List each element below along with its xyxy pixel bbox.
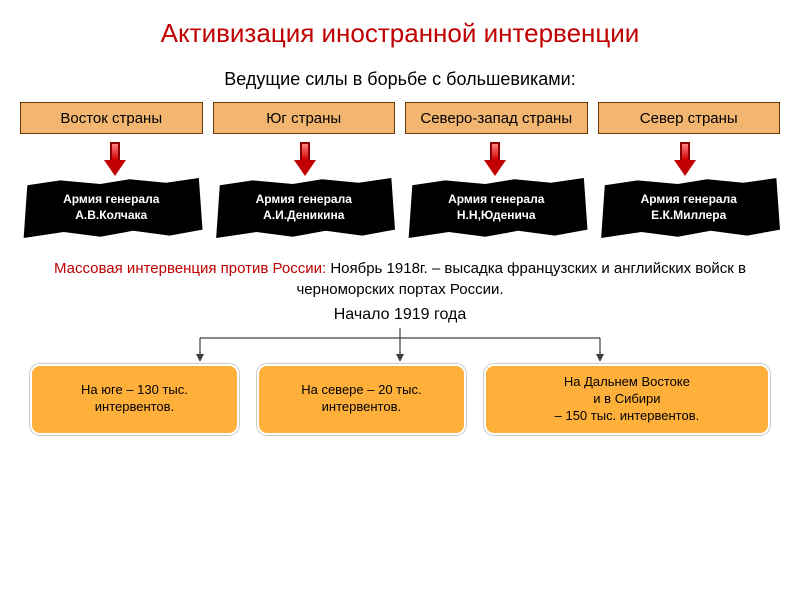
army-name: Е.К.Миллера (651, 208, 726, 222)
army-label: Армия генерала (256, 192, 352, 206)
region-east: Восток страны (20, 102, 203, 134)
arrow-down-icon (296, 142, 314, 176)
army-kolchak: Армия генерала А.В.Колчака (20, 178, 203, 238)
army-denikin: Армия генерала А.И.Деникина (213, 178, 396, 238)
arrow-down-icon (486, 142, 504, 176)
army-label: Армия генерала (448, 192, 544, 206)
army-label: Армия генерала (63, 192, 159, 206)
subtitle: Ведущие силы в борьбе с большевиками: (0, 69, 800, 90)
intervention-black: Ноябрь 1918г. – высадка французских и ан… (296, 260, 746, 298)
counts-row: На юге – 130 тыс. интервентов. На севере … (0, 364, 800, 435)
armies-row: Армия генерала А.В.Колчака Армия генерала… (0, 178, 800, 238)
count-fareast: На Дальнем Востоке и в Сибири – 150 тыс. и… (484, 364, 770, 435)
branch-lines (0, 328, 800, 364)
army-name: А.В.Колчака (75, 208, 147, 222)
count-line: На юге – 130 тыс. (81, 382, 188, 397)
year-line: Начало 1919 года (0, 306, 800, 324)
branch-svg-icon (140, 328, 660, 364)
arrow-down-icon (106, 142, 124, 176)
intervention-text: Массовая интервенция против России: Нояб… (0, 258, 800, 300)
intervention-red: Массовая интервенция против России: (54, 260, 326, 277)
count-line: На Дальнем Востоке (564, 374, 690, 389)
army-miller: Армия генерала Е.К.Миллера (598, 178, 781, 238)
count-south: На юге – 130 тыс. интервентов. (30, 364, 239, 435)
regions-row: Восток страны Юг страны Северо-запад стр… (0, 102, 800, 134)
region-south: Юг страны (213, 102, 396, 134)
army-name: А.И.Деникина (263, 208, 344, 222)
count-line: и в Сибири (593, 391, 660, 406)
army-label: Армия генерала (641, 192, 737, 206)
arrows-row (0, 142, 800, 176)
region-northwest: Северо-запад страны (405, 102, 588, 134)
arrow-down-icon (676, 142, 694, 176)
count-line: – 150 тыс. интервентов. (555, 408, 700, 423)
page-title: Активизация иностранной интервенции (0, 0, 800, 49)
count-line: интервентов. (322, 399, 401, 414)
count-line: интервентов. (95, 399, 174, 414)
region-north: Север страны (598, 102, 781, 134)
count-north: На севере – 20 тыс. интервентов. (257, 364, 466, 435)
count-line: На севере – 20 тыс. (301, 382, 421, 397)
army-name: Н.Н,Юденича (457, 208, 536, 222)
army-yudenich: Армия генерала Н.Н,Юденича (405, 178, 588, 238)
